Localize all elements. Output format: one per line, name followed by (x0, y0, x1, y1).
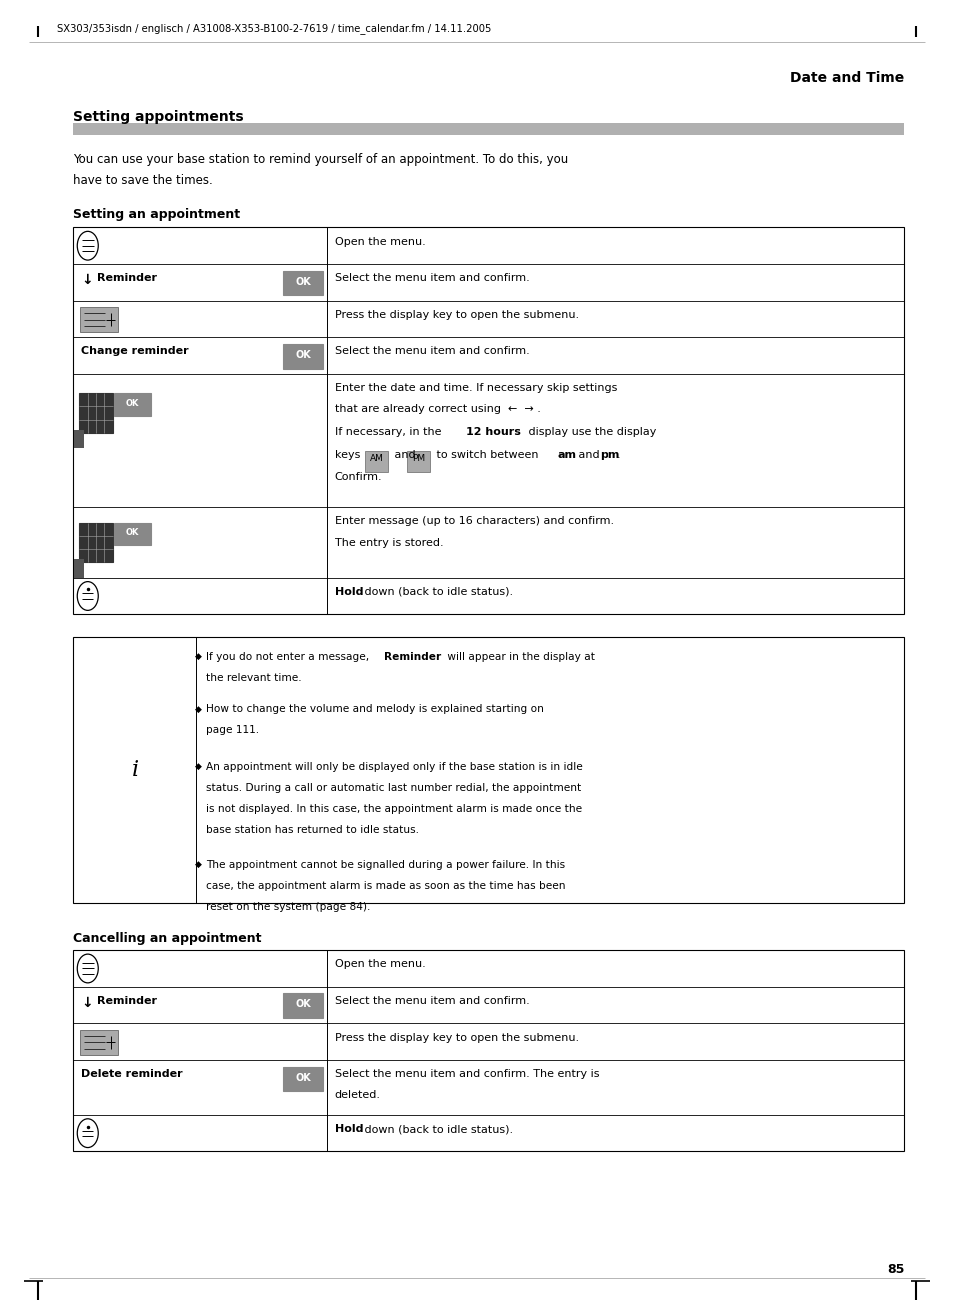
Text: OK: OK (294, 1073, 311, 1082)
Text: Cancelling an appointment: Cancelling an appointment (73, 932, 262, 945)
Text: You can use your base station to remind yourself of an appointment. To do this, : You can use your base station to remind … (73, 153, 568, 166)
Text: deleted.: deleted. (335, 1090, 380, 1100)
Text: am: am (558, 450, 577, 460)
Text: The appointment cannot be signalled during a power failure. In this: The appointment cannot be signalled duri… (206, 860, 564, 870)
Text: Select the menu item and confirm.: Select the menu item and confirm. (335, 273, 529, 284)
Text: An appointment will only be displayed only if the base station is in idle: An appointment will only be displayed on… (206, 762, 582, 772)
Text: SX303/353isdn / englisch / A31008-X353-B100-2-7619 / time_calendar.fm / 14.11.20: SX303/353isdn / englisch / A31008-X353-B… (57, 24, 491, 34)
Text: ◆: ◆ (194, 860, 201, 869)
Text: reset on the system (page 84).: reset on the system (page 84). (206, 902, 370, 912)
Text: display use the display: display use the display (525, 427, 656, 438)
Text: the relevant time.: the relevant time. (206, 673, 301, 684)
Text: If necessary, in the: If necessary, in the (335, 427, 444, 438)
Bar (114, 393, 151, 416)
Text: Press the display key to open the submenu.: Press the display key to open the submen… (335, 1033, 578, 1043)
Text: How to change the volume and melody is explained starting on: How to change the volume and melody is e… (206, 704, 543, 715)
Bar (80, 307, 118, 332)
Text: pm: pm (599, 450, 618, 460)
Text: down (back to idle status).: down (back to idle status). (361, 587, 513, 597)
Text: case, the appointment alarm is made as soon as the time has been: case, the appointment alarm is made as s… (206, 881, 565, 891)
Text: If you do not enter a message,: If you do not enter a message, (206, 652, 372, 663)
Bar (365, 451, 388, 472)
Text: OK: OK (294, 350, 311, 359)
Text: AM: AM (369, 454, 383, 463)
Text: ↓: ↓ (81, 273, 92, 288)
Text: OK: OK (294, 277, 311, 286)
Bar (73, 950, 903, 1151)
Bar (79, 523, 112, 562)
Text: down (back to idle status).: down (back to idle status). (361, 1124, 513, 1134)
Bar (114, 523, 151, 545)
Bar (73, 123, 903, 135)
Text: Delete reminder: Delete reminder (81, 1069, 183, 1080)
Text: Confirm.: Confirm. (335, 472, 382, 482)
Text: 12 hours: 12 hours (466, 427, 520, 438)
Text: to switch between: to switch between (433, 450, 541, 460)
Text: is not displayed. In this case, the appointment alarm is made once the: is not displayed. In this case, the appo… (206, 804, 581, 814)
Text: Date and Time: Date and Time (789, 71, 903, 85)
Bar (73, 637, 903, 903)
Text: 85: 85 (886, 1263, 903, 1276)
Text: OK: OK (294, 1000, 311, 1009)
Text: status. During a call or automatic last number redial, the appointment: status. During a call or automatic last … (206, 783, 580, 793)
Bar (407, 451, 430, 472)
Text: Setting an appointment: Setting an appointment (73, 208, 240, 221)
Text: will appear in the display at: will appear in the display at (444, 652, 595, 663)
Text: Setting appointments: Setting appointments (73, 110, 244, 124)
Bar (73, 227, 903, 614)
Text: OK: OK (126, 528, 139, 537)
Text: The entry is stored.: The entry is stored. (335, 538, 443, 549)
Text: Press the display key to open the submenu.: Press the display key to open the submen… (335, 310, 578, 320)
Text: keys: keys (335, 450, 363, 460)
Text: and: and (575, 450, 602, 460)
Text: .: . (617, 450, 619, 460)
Bar (283, 271, 323, 295)
Text: Open the menu.: Open the menu. (335, 237, 425, 247)
Bar (74, 559, 84, 578)
Bar (283, 1067, 323, 1091)
Text: Select the menu item and confirm.: Select the menu item and confirm. (335, 346, 529, 357)
Text: base station has returned to idle status.: base station has returned to idle status… (206, 825, 418, 835)
Text: Hold: Hold (335, 587, 363, 597)
Text: that are already correct using  ←  → .: that are already correct using ← → . (335, 404, 539, 414)
Bar (80, 1030, 118, 1055)
Text: Hold: Hold (335, 1124, 363, 1134)
Bar (74, 430, 84, 448)
Text: Select the menu item and confirm. The entry is: Select the menu item and confirm. The en… (335, 1069, 598, 1080)
Text: ◆: ◆ (194, 652, 201, 661)
Text: and: and (391, 450, 418, 460)
Text: have to save the times.: have to save the times. (73, 174, 213, 187)
Text: ◆: ◆ (194, 762, 201, 771)
Bar (283, 344, 323, 369)
Text: Select the menu item and confirm.: Select the menu item and confirm. (335, 996, 529, 1006)
Text: PM: PM (412, 454, 425, 463)
Text: Open the menu.: Open the menu. (335, 959, 425, 970)
Text: ◆: ◆ (194, 704, 201, 714)
Bar (283, 993, 323, 1018)
Text: Enter the date and time. If necessary skip settings: Enter the date and time. If necessary sk… (335, 383, 617, 393)
Text: Enter message (up to 16 characters) and confirm.: Enter message (up to 16 characters) and … (335, 516, 613, 527)
Text: Change reminder: Change reminder (81, 346, 189, 357)
Text: page 111.: page 111. (206, 725, 259, 736)
Text: Reminder: Reminder (97, 996, 157, 1006)
Text: Reminder: Reminder (97, 273, 157, 284)
Text: OK: OK (126, 399, 139, 408)
Text: ↓: ↓ (81, 996, 92, 1010)
Text: Reminder: Reminder (384, 652, 441, 663)
Text: i: i (132, 759, 138, 780)
Bar (79, 393, 112, 433)
